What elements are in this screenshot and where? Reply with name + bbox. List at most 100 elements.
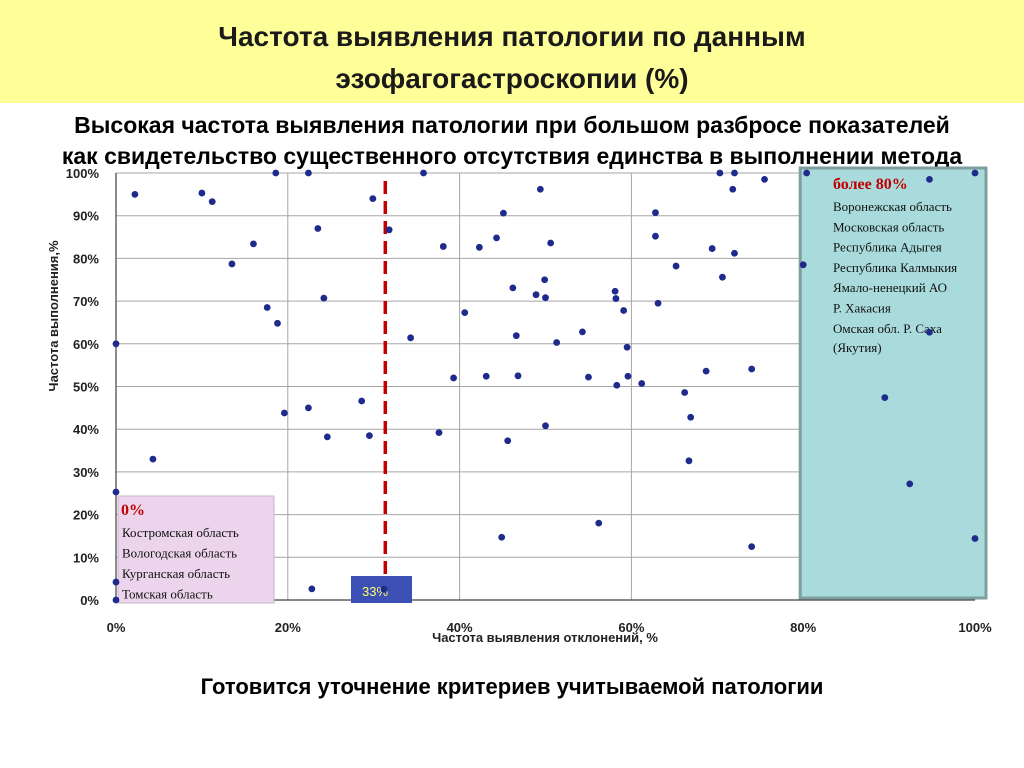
- data-point: [112, 488, 120, 496]
- data-point: [761, 176, 768, 183]
- data-point: [926, 328, 933, 336]
- page-title-line-2: эзофагогастроскопии (%): [335, 63, 689, 94]
- y-tick-label: 70%: [73, 294, 99, 309]
- low-group-region: Костромская область: [122, 525, 239, 540]
- data-point: [719, 273, 726, 281]
- data-point: [208, 198, 216, 206]
- y-tick-label: 50%: [73, 380, 99, 395]
- data-point: [250, 240, 257, 248]
- data-point: [541, 276, 549, 284]
- data-point: [748, 365, 756, 373]
- data-point: [585, 373, 592, 381]
- data-point: [380, 585, 388, 593]
- high-group-regions: Воронежская область Московская область Рес…: [833, 199, 957, 355]
- x-tick-label: 60%: [618, 620, 644, 635]
- data-point: [681, 389, 689, 396]
- low-group-region: Курганская область: [122, 566, 230, 581]
- y-tick-label: 80%: [73, 251, 99, 266]
- data-point: [514, 372, 522, 380]
- data-point: [450, 374, 457, 382]
- data-point: [748, 543, 756, 551]
- data-point: [654, 299, 662, 307]
- data-point: [532, 291, 540, 299]
- axis-ticks: 0% 10% 20% 30% 40% 50% 60% 70% 80% 90% 100% 0% 20% 40…: [66, 166, 992, 635]
- data-point: [881, 394, 889, 402]
- y-tick-label: 0%: [80, 593, 99, 608]
- high-group-region: Республика Адыгея: [833, 240, 942, 255]
- high-group-region: Р. Хакасия: [833, 301, 891, 316]
- data-point: [716, 169, 724, 177]
- data-point: [613, 381, 621, 389]
- data-point: [652, 209, 659, 217]
- high-group-region: Ямало-ненецкий АО: [833, 280, 947, 295]
- data-point: [263, 304, 271, 311]
- y-tick-label: 10%: [73, 550, 99, 565]
- threshold-marker: 33%: [351, 181, 412, 603]
- data-point: [687, 413, 695, 421]
- data-point: [542, 422, 549, 430]
- data-point: [553, 339, 561, 346]
- data-point: [595, 519, 603, 527]
- data-point: [547, 239, 555, 247]
- data-point: [149, 455, 157, 463]
- chart-annotation-boxes: более 80% Воронежская область Московская …: [117, 166, 988, 604]
- data-point: [971, 535, 979, 542]
- page-subtitle: Высокая частота выявления патологии при …: [0, 110, 1024, 172]
- data-point: [623, 343, 631, 351]
- y-tick-label: 60%: [73, 337, 99, 352]
- low-group-region: Томская область: [122, 587, 213, 602]
- data-point: [272, 169, 280, 177]
- data-point: [198, 189, 206, 197]
- high-group-region-part: (Якутия): [833, 340, 882, 355]
- data-point: [612, 295, 620, 302]
- data-point: [729, 185, 737, 193]
- data-point: [274, 319, 281, 327]
- data-point: [320, 294, 328, 302]
- data-point: [323, 433, 331, 441]
- x-tick-label: 40%: [447, 620, 473, 635]
- data-points: [112, 169, 979, 604]
- data-point: [280, 409, 288, 417]
- data-point: [500, 209, 507, 217]
- low-group-region: Вологодская область: [122, 546, 237, 561]
- data-point: [366, 432, 373, 440]
- data-point: [926, 176, 933, 183]
- high-group-region-part: Омская обл. Р. Саха: [833, 321, 942, 336]
- data-point: [799, 261, 807, 269]
- data-point: [112, 340, 120, 348]
- y-axis-title: Частота выполнения,%: [46, 240, 61, 392]
- data-point: [731, 169, 738, 177]
- data-point: [493, 234, 500, 242]
- data-point: [482, 372, 490, 380]
- data-point: [407, 334, 415, 342]
- high-group-box: [798, 166, 988, 600]
- page-title-line-1: Частота выявления патологии по данным: [218, 21, 806, 52]
- y-tick-label: 90%: [73, 209, 99, 224]
- high-group-heading: более 80%: [833, 176, 908, 193]
- data-point: [708, 245, 716, 252]
- data-point: [624, 372, 632, 380]
- data-point: [475, 243, 483, 251]
- y-tick-label: 30%: [73, 465, 99, 480]
- low-group-heading: 0%: [121, 502, 145, 519]
- data-point: [672, 262, 680, 270]
- data-point: [542, 294, 549, 302]
- title-banner: Частота выявления патологии по данным эз…: [0, 0, 1024, 103]
- data-point: [461, 309, 469, 317]
- data-point: [620, 307, 628, 314]
- data-point: [652, 232, 659, 240]
- data-point: [358, 397, 366, 405]
- data-point: [498, 533, 506, 541]
- data-point: [971, 169, 979, 177]
- data-point: [228, 260, 236, 268]
- data-point: [579, 328, 586, 336]
- data-point: [702, 367, 710, 375]
- data-point: [112, 578, 120, 586]
- data-point: [685, 457, 693, 465]
- data-point: [308, 585, 316, 593]
- data-point: [369, 195, 377, 203]
- data-point: [504, 437, 512, 445]
- data-point: [906, 480, 914, 488]
- y-tick-label: 20%: [73, 508, 99, 523]
